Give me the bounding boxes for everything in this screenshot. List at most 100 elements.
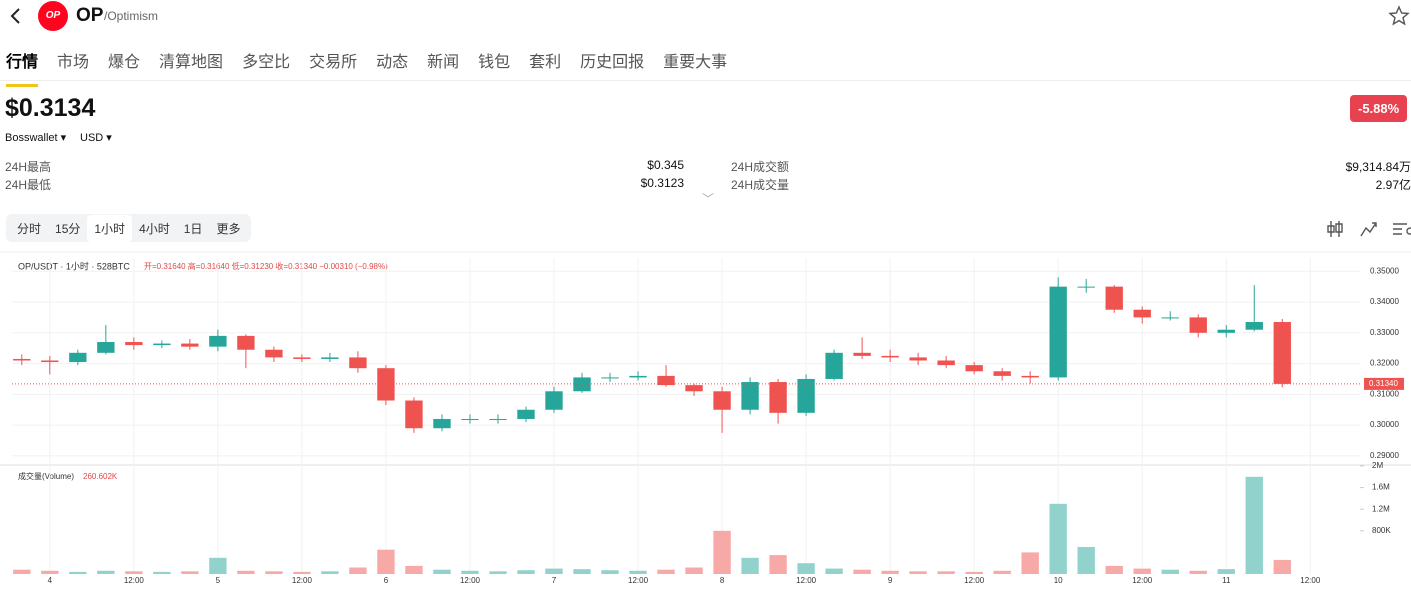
favorite-star[interactable] xyxy=(1388,5,1410,27)
candle-body xyxy=(937,360,955,366)
candle-body xyxy=(97,342,115,353)
volume-bar xyxy=(293,571,311,574)
candle-body xyxy=(461,418,479,420)
symbol: OP xyxy=(76,5,104,26)
timeframe[interactable]: 1小时 xyxy=(87,214,133,242)
last-price-tag xyxy=(1364,377,1404,390)
y-tick-label: 0.29000 xyxy=(1370,451,1399,460)
candle-body xyxy=(41,360,59,363)
stat-label: 24H成交量 xyxy=(731,178,790,192)
volume-bar xyxy=(237,570,255,574)
tab[interactable]: 行情 xyxy=(6,48,39,87)
candle-body xyxy=(853,352,871,356)
volume-bar xyxy=(321,571,339,574)
x-tick-label: 12:00 xyxy=(1300,576,1321,585)
x-tick-label: 12:00 xyxy=(796,576,817,585)
volume-bar xyxy=(265,571,283,574)
volume-bar xyxy=(1273,559,1291,574)
tab[interactable]: 清算地图 xyxy=(159,54,224,71)
tab[interactable]: 交易所 xyxy=(309,54,358,71)
divider xyxy=(0,80,1411,81)
tab[interactable]: 钱包 xyxy=(478,54,511,71)
x-tick-label: 12:00 xyxy=(628,576,649,585)
volume-bar xyxy=(377,549,395,574)
volume-bar xyxy=(573,569,591,574)
volume-bar xyxy=(1049,503,1067,574)
volume-bar xyxy=(209,557,227,574)
candle-body xyxy=(881,355,899,358)
tab[interactable]: 历史回报 xyxy=(580,54,645,71)
x-tick-label: 12:00 xyxy=(124,576,145,585)
volume-bar xyxy=(349,567,367,574)
volume-bar xyxy=(97,570,115,574)
tab[interactable]: 多空比 xyxy=(242,54,291,71)
timeframe[interactable]: 1日 xyxy=(183,221,203,236)
y-tick-label: 0.30000 xyxy=(1370,420,1399,429)
timeframe[interactable]: 4小时 xyxy=(139,221,170,236)
candle-body xyxy=(489,418,507,420)
legend-symbol: OP/USDT · 1小时 · 528BTC xyxy=(18,260,130,271)
tab[interactable]: 新闻 xyxy=(427,54,460,71)
candle-body xyxy=(1105,286,1123,310)
volume-bar xyxy=(517,570,535,574)
candle-body xyxy=(769,382,787,413)
tab[interactable]: 市场 xyxy=(57,54,90,71)
subtitle: /Optimism xyxy=(104,9,158,23)
volume-last: 260.602K xyxy=(83,472,118,481)
volume-tick-label: 1.6M xyxy=(1372,483,1390,492)
candle-body xyxy=(377,368,395,401)
candle-body xyxy=(965,365,983,372)
candle-body xyxy=(1133,309,1151,318)
candle-body xyxy=(1217,329,1235,333)
timeframe[interactable]: 更多 xyxy=(216,221,241,236)
x-tick-label: 7 xyxy=(552,576,557,585)
candle-body xyxy=(209,335,227,347)
source-select[interactable]: Bosswallet ▾ xyxy=(5,132,67,144)
last-price-label: 0.31340 xyxy=(1369,379,1398,388)
volume-bar xyxy=(909,571,927,574)
tab[interactable]: 爆仓 xyxy=(108,54,141,71)
volume-bar xyxy=(713,530,731,574)
x-tick-label: 11 xyxy=(1222,576,1231,585)
timeframe[interactable]: 15分 xyxy=(55,221,81,236)
volume-bar xyxy=(1217,569,1235,574)
volume-bar xyxy=(853,569,871,574)
candle-body xyxy=(69,352,87,363)
volume-bar xyxy=(181,571,199,574)
tab[interactable]: 重要大事 xyxy=(663,54,728,71)
volume-bar xyxy=(41,570,59,574)
source: Bosswallet xyxy=(5,132,58,144)
candle-body xyxy=(433,418,451,429)
volume-bar xyxy=(825,568,843,574)
tab[interactable]: 动态 xyxy=(376,54,409,71)
volume-tick-label: 800K xyxy=(1372,526,1391,535)
timeframe[interactable]: 分时 xyxy=(17,221,42,236)
x-tick-label: 12:00 xyxy=(460,576,481,585)
expand[interactable]: ﹀ xyxy=(702,192,715,206)
currency-select[interactable]: USD ▾ xyxy=(80,132,112,144)
volume-bar xyxy=(489,571,507,574)
volume-bar xyxy=(629,570,647,574)
candle-body xyxy=(1273,322,1291,384)
candle-body xyxy=(741,382,759,410)
volume-bar xyxy=(769,555,787,574)
candle-body xyxy=(825,352,843,379)
candle-body xyxy=(13,358,31,361)
candle-body xyxy=(713,391,731,410)
stat-value: $0.345 xyxy=(647,158,684,172)
candle-body xyxy=(601,377,619,379)
tab[interactable]: 套利 xyxy=(529,54,562,71)
candle-body xyxy=(1245,322,1263,330)
x-tick-label: 8 xyxy=(720,576,725,585)
candle-body xyxy=(321,357,339,359)
stat-value: 2.97亿 xyxy=(1375,178,1411,192)
chart-tools xyxy=(1327,221,1411,237)
volume-bar xyxy=(1077,547,1095,574)
volume-bar xyxy=(685,567,703,574)
candle-body xyxy=(153,343,171,346)
candle-body xyxy=(545,391,563,410)
volume-bar xyxy=(741,557,759,574)
x-tick-label: 10 xyxy=(1054,576,1063,585)
back-button[interactable] xyxy=(6,6,26,26)
